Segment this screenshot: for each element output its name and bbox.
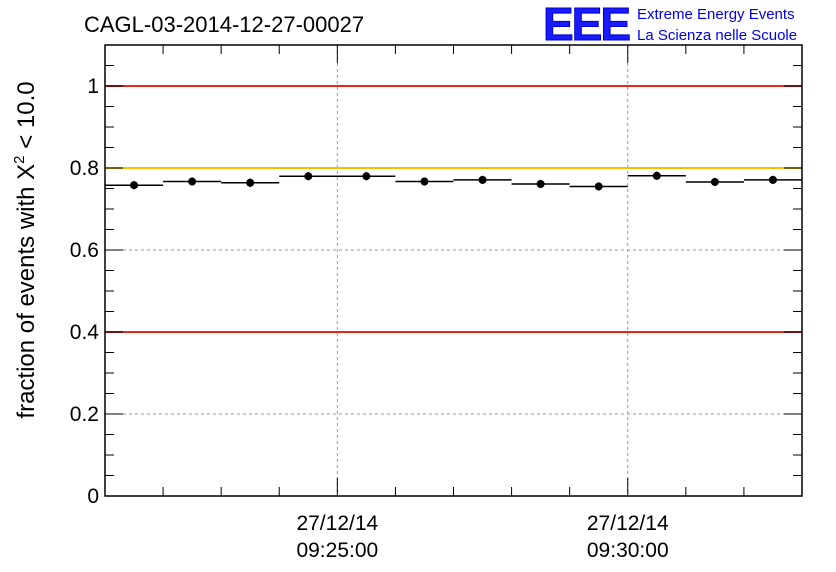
data-point-marker [536, 179, 545, 188]
y-axis-label-superscript: 2 [11, 155, 28, 163]
data-point [163, 177, 222, 186]
data-point-marker [130, 181, 139, 190]
x-tick-label-time: 09:25:00 [296, 539, 378, 562]
data-point [279, 172, 338, 181]
data-point [511, 179, 570, 189]
y-tick-label: 0.6 [70, 239, 99, 262]
data-point [453, 175, 512, 184]
y-tick-label: 1 [87, 75, 99, 98]
data-point [627, 171, 686, 180]
data-point [221, 178, 280, 187]
y-axis-label: fraction of events with X2 < 10.0 [11, 81, 40, 418]
y-tick-label: 0.8 [70, 157, 99, 180]
y-tick-label: 0 [87, 485, 99, 508]
x-tick-label-date: 27/12/14 [296, 512, 378, 535]
data-point [105, 181, 164, 190]
data-point-marker [362, 172, 371, 181]
reference-lines [105, 85, 802, 333]
chart-title: CAGL-03-2014-12-27-00027 [84, 12, 364, 37]
data-point-marker [594, 182, 603, 191]
y-tick-label: 0.4 [70, 321, 100, 344]
y-axis-label-prefix: fraction of events with [13, 180, 40, 419]
data-point [743, 175, 802, 184]
y-axis-label-symbol: X [13, 164, 40, 180]
data-point-marker [652, 171, 661, 180]
y-axis-label-suffix: < 10.0 [13, 81, 40, 155]
brand-line-2: La Scienza nelle Scuole [637, 27, 797, 44]
eee-logo: EEE [543, 0, 629, 50]
grid-lines [105, 45, 802, 496]
data-point-marker [768, 175, 777, 184]
axes [104, 44, 803, 497]
data-point [569, 182, 628, 191]
y-tick-label: 0.2 [70, 403, 99, 426]
data-point [685, 177, 744, 187]
data-point-marker [710, 177, 719, 186]
tick-labels: 0 0.2 0.4 0.6 0.8 1 27/12/14 09:25:00 27/12/14 09… [70, 75, 669, 562]
data-point-marker [246, 178, 255, 187]
data-point-marker [188, 177, 197, 186]
data-point [395, 177, 454, 186]
data-point-marker [478, 175, 487, 184]
data-point [337, 172, 396, 181]
x-tick-label-date: 27/12/14 [587, 512, 669, 535]
data-point-marker [420, 177, 429, 186]
brand-line-1: Extreme Energy Events [637, 6, 795, 23]
x-tick-label-time: 09:30:00 [587, 539, 669, 562]
plot-frame [104, 44, 803, 497]
data-point-marker [304, 172, 313, 181]
data-points [105, 171, 802, 191]
